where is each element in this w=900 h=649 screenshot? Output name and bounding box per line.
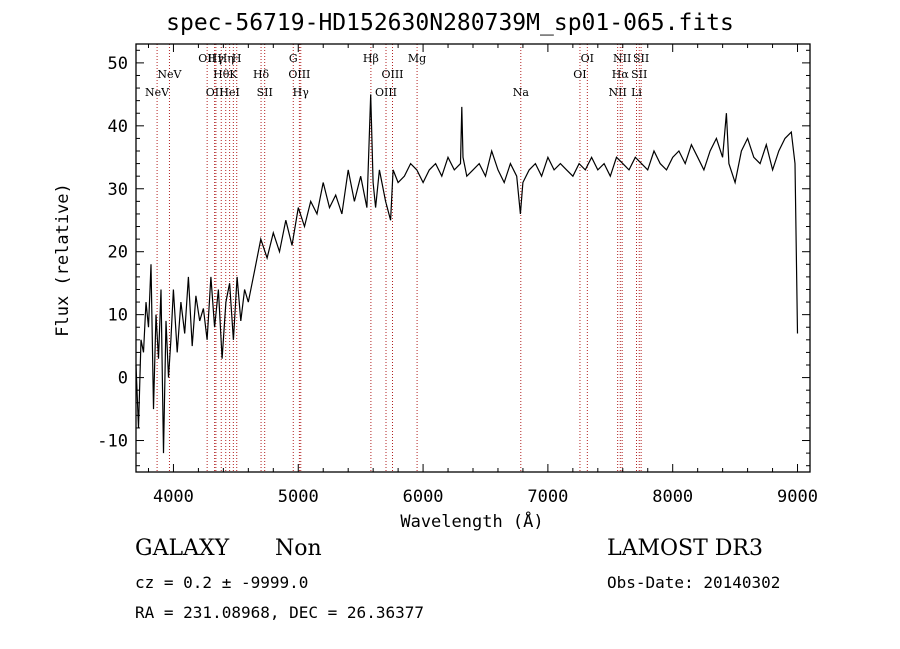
line-marker-label: Li [631, 86, 642, 99]
line-marker-label: Na [513, 86, 530, 99]
line-marker-label: Hθ [213, 68, 230, 81]
y-tick-label: 20 [108, 243, 128, 263]
line-marker-label: OI [581, 52, 594, 65]
line-marker-label: OIII [375, 86, 397, 99]
line-marker-label: OII [198, 52, 216, 65]
line-marker-labels: NeVNeVOIIOIIHγHθHηHeIKHHδSIIGOIIIHγHβOII… [145, 52, 649, 99]
line-marker-label: SII [631, 68, 647, 81]
y-tick-label: 40 [108, 117, 128, 137]
survey-name: LAMOST DR3 [607, 536, 763, 561]
line-marker-label: K [229, 68, 238, 81]
y-tick-label: 50 [108, 54, 128, 74]
line-marker-label: OII [206, 86, 224, 99]
redshift-text: cz = 0.2 ± -9999.0 [135, 573, 309, 592]
line-marker-label: Hγ [293, 86, 310, 99]
line-marker-label: H [232, 52, 242, 65]
line-marker-label: Hγ [208, 52, 225, 65]
line-marker-label: NeV [157, 68, 182, 81]
line-marker-label: Mg [408, 52, 426, 65]
line-markers [156, 44, 642, 472]
y-axis-ticks: -10 0 10 20 30 40 50 [97, 49, 810, 467]
y-tick-label: 0 [118, 369, 128, 389]
object-subclass: Non [275, 536, 322, 561]
x-tick-label: 6000 [403, 487, 444, 507]
line-marker-label: Hδ [253, 68, 270, 81]
line-marker-label: SII [257, 86, 273, 99]
y-tick-label: 30 [108, 180, 128, 200]
line-marker-label: SII [633, 52, 649, 65]
ra-dec-text: RA = 231.08968, DEC = 26.36377 [135, 603, 424, 622]
line-marker-label: Hη [218, 52, 234, 65]
line-marker-label: OIII [381, 68, 403, 81]
line-marker-label: NII [608, 86, 626, 99]
x-tick-label: 9000 [777, 487, 818, 507]
y-tick-label: 10 [108, 306, 128, 326]
line-marker-label: NII [613, 52, 631, 65]
x-axis-label: Wavelength (Å) [400, 510, 543, 532]
chart-title: spec-56719-HD152630N280739M_sp01-065.fit… [166, 10, 734, 36]
line-marker-label: Hβ [363, 52, 379, 65]
x-tick-label: 4000 [153, 487, 194, 507]
y-axis-label: Flux (relative) [53, 183, 73, 337]
line-marker-label: Hα [612, 68, 630, 81]
x-tick-label: 8000 [652, 487, 693, 507]
line-marker-label: NeV [145, 86, 170, 99]
object-class: GALAXY [135, 536, 230, 561]
line-marker-label: OI [573, 68, 586, 81]
x-tick-label: 5000 [278, 487, 319, 507]
x-axis-ticks: 4000 5000 6000 7000 8000 9000 [147, 44, 818, 507]
obs-date-text: Obs-Date: 20140302 [607, 573, 781, 592]
x-tick-label: 7000 [527, 487, 568, 507]
line-marker-label: G [289, 52, 298, 65]
y-tick-label: -10 [97, 432, 128, 452]
line-marker-label: HeI [219, 86, 239, 99]
line-marker-label: OIII [288, 68, 310, 81]
spectrum-line [135, 94, 799, 454]
